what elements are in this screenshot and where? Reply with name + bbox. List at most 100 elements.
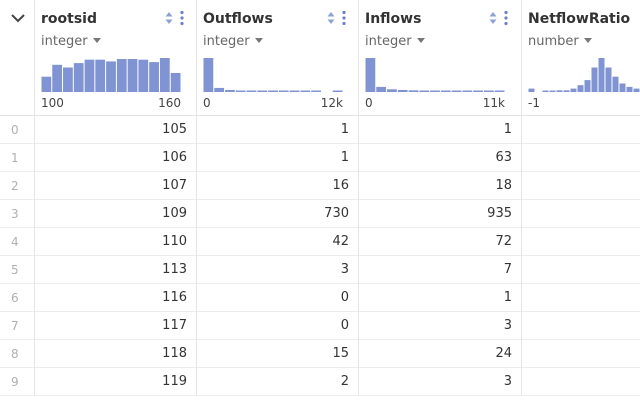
histogram-bar <box>278 90 289 92</box>
cell-inflows[interactable]: 24 <box>359 340 522 368</box>
cell-rootsid[interactable]: 117 <box>35 312 197 340</box>
histogram-bar <box>419 90 430 92</box>
cell-inflows[interactable]: 3 <box>359 312 522 340</box>
cell-netflowratio[interactable] <box>522 172 640 200</box>
table-row[interactable]: 2 107 16 18 <box>0 172 640 200</box>
cell-netflowratio[interactable] <box>522 228 640 256</box>
cell-inflows[interactable]: 18 <box>359 172 522 200</box>
cell-netflowratio[interactable] <box>522 284 640 312</box>
histogram-bar <box>633 88 640 92</box>
table-row[interactable]: 0 105 1 1 <box>0 116 640 144</box>
chevron-down-icon[interactable] <box>9 10 27 26</box>
cell-outflows[interactable]: 0 <box>197 312 359 340</box>
histogram-bar <box>73 63 84 92</box>
cell-netflowratio[interactable] <box>522 116 640 144</box>
sort-icon[interactable] <box>489 11 497 25</box>
column-header-inflows[interactable]: Inflows integer 0 11k <box>359 0 522 116</box>
row-index: 8 <box>0 340 35 368</box>
histogram-bar <box>149 62 159 92</box>
column-header-outflows[interactable]: Outflows integer 0 12k <box>197 0 359 116</box>
cell-netflowratio[interactable] <box>522 200 640 228</box>
table-row[interactable]: 4 110 42 72 <box>0 228 640 256</box>
cell-rootsid[interactable]: 110 <box>35 228 197 256</box>
column-header-netflowratio[interactable]: NetflowRatio number -1 <box>522 0 640 116</box>
cell-inflows[interactable]: 3 <box>359 368 522 396</box>
histogram-bar <box>577 85 584 92</box>
cell-netflowratio[interactable] <box>522 256 640 284</box>
histogram-bar <box>246 90 257 92</box>
column-menu-icon[interactable] <box>504 10 508 26</box>
histogram-bar <box>106 61 116 92</box>
cell-outflows[interactable]: 2 <box>197 368 359 396</box>
cell-netflowratio[interactable] <box>522 312 640 340</box>
cell-rootsid[interactable]: 106 <box>35 144 197 172</box>
cell-netflowratio[interactable] <box>522 144 640 172</box>
cell-outflows[interactable]: 16 <box>197 172 359 200</box>
index-header <box>0 0 35 116</box>
column-header-rootsid[interactable]: rootsid integer 100 160 <box>35 0 197 116</box>
histogram-bar <box>440 90 451 92</box>
histogram-max: 12k <box>320 96 343 110</box>
column-menu-icon[interactable] <box>180 10 184 26</box>
cell-rootsid[interactable]: 118 <box>35 340 197 368</box>
table-row[interactable]: 3 109 730 935 <box>0 200 640 228</box>
cell-outflows[interactable]: 1 <box>197 116 359 144</box>
histogram-bar <box>376 86 387 92</box>
cell-outflows[interactable]: 3 <box>197 256 359 284</box>
cell-inflows[interactable]: 72 <box>359 228 522 256</box>
cell-outflows[interactable]: 15 <box>197 340 359 368</box>
table-row[interactable]: 9 119 2 3 <box>0 368 640 396</box>
cell-rootsid[interactable]: 116 <box>35 284 197 312</box>
row-index: 9 <box>0 368 35 396</box>
cell-outflows[interactable]: 42 <box>197 228 359 256</box>
histogram-bar <box>556 90 563 92</box>
table-row[interactable]: 6 116 0 1 <box>0 284 640 312</box>
row-index: 4 <box>0 228 35 256</box>
column-type-label: integer <box>203 34 250 49</box>
table-row[interactable]: 1 106 1 63 <box>0 144 640 172</box>
column-type-dropdown[interactable]: integer <box>203 34 263 49</box>
column-type-dropdown[interactable]: number <box>528 34 592 49</box>
cell-netflowratio[interactable] <box>522 340 640 368</box>
histogram-bar <box>397 89 408 92</box>
cell-rootsid[interactable]: 119 <box>35 368 197 396</box>
histogram-bar <box>41 76 52 92</box>
cell-inflows[interactable]: 1 <box>359 116 522 144</box>
histogram-bar <box>619 83 626 92</box>
cell-netflowratio[interactable] <box>522 368 640 396</box>
cell-inflows[interactable]: 63 <box>359 144 522 172</box>
row-index: 7 <box>0 312 35 340</box>
histogram-bar <box>268 90 278 92</box>
table-row[interactable]: 5 113 3 7 <box>0 256 640 284</box>
sort-icon[interactable] <box>327 11 335 25</box>
histogram-bar <box>63 67 73 92</box>
histogram-bar <box>159 58 170 92</box>
row-index: 2 <box>0 172 35 200</box>
cell-rootsid[interactable]: 113 <box>35 256 197 284</box>
cell-rootsid[interactable]: 105 <box>35 116 197 144</box>
table-row[interactable]: 8 118 15 24 <box>0 340 640 368</box>
column-type-dropdown[interactable]: integer <box>365 34 425 49</box>
histogram-bar <box>626 86 633 92</box>
caret-down-icon <box>583 38 592 43</box>
cell-outflows[interactable]: 730 <box>197 200 359 228</box>
cell-rootsid[interactable]: 109 <box>35 200 197 228</box>
cell-inflows[interactable]: 935 <box>359 200 522 228</box>
cell-inflows[interactable]: 1 <box>359 284 522 312</box>
histogram-bar <box>235 90 246 92</box>
cell-rootsid[interactable]: 107 <box>35 172 197 200</box>
cell-outflows[interactable]: 1 <box>197 144 359 172</box>
histogram-bar <box>138 59 149 92</box>
histogram-min: 100 <box>41 96 64 110</box>
cell-inflows[interactable]: 7 <box>359 256 522 284</box>
sort-icon[interactable] <box>165 11 173 25</box>
histogram-bar <box>95 59 106 92</box>
cell-outflows[interactable]: 0 <box>197 284 359 312</box>
histogram-bar <box>542 90 549 92</box>
column-menu-icon[interactable] <box>342 10 346 26</box>
histogram-bar <box>430 90 440 92</box>
histogram-bar <box>170 72 181 92</box>
table-row[interactable]: 7 117 0 3 <box>0 312 640 340</box>
column-type-dropdown[interactable]: integer <box>41 34 101 49</box>
row-index: 3 <box>0 200 35 228</box>
